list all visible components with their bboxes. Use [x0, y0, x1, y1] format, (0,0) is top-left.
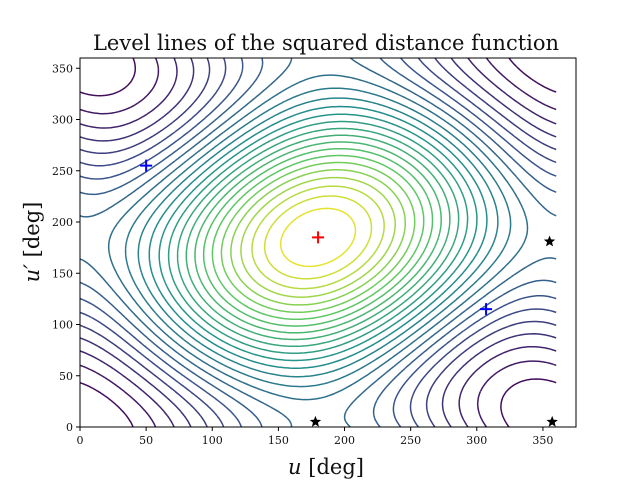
y-tick-label: 0: [66, 421, 73, 434]
contour-level-13: [148, 105, 488, 369]
contour-level-1: [80, 58, 557, 427]
contour-level-21: [220, 161, 416, 314]
contour-level-11: [124, 87, 512, 388]
y-tick-label: 200: [52, 216, 73, 229]
contour-level-9: [80, 58, 557, 427]
marker-saddle-bottom-center: [309, 415, 322, 427]
x-tick-label: 300: [466, 434, 487, 447]
y-tick-label: 300: [52, 114, 73, 127]
x-tick-label: 350: [532, 434, 553, 447]
x-tick-label: 200: [334, 434, 355, 447]
contour-level-26: [279, 207, 357, 268]
y-axis-label: u′ [deg]: [20, 202, 44, 283]
y-tick-label: 250: [52, 165, 73, 178]
contour-level-3: [80, 58, 557, 427]
contour-level-20: [211, 154, 425, 321]
y-tick-label: 350: [52, 62, 73, 75]
contour-level-16: [176, 127, 460, 348]
contour-level-7: [80, 58, 557, 427]
marker-layer: [140, 159, 558, 427]
contour-level-5: [80, 58, 557, 427]
marker-min-lower-right: [480, 303, 493, 316]
contour-level-8: [80, 58, 557, 427]
contour-level-12: [137, 97, 499, 378]
marker-saddle-right-mid: [543, 235, 556, 247]
chart-title: Level lines of the squared distance func…: [93, 31, 559, 55]
contour-level-14: [158, 113, 478, 362]
y-tick-label: 50: [59, 370, 73, 383]
contour-level-23: [240, 176, 396, 298]
x-tick-label: 50: [139, 434, 153, 447]
x-tick-label: 100: [202, 434, 223, 447]
y-tick-label: 100: [52, 319, 73, 332]
x-axis: 0 50 100 150 200 250 300 350: [77, 427, 553, 447]
contour-level-19: [202, 147, 434, 327]
contour-level-24: [251, 185, 385, 290]
contour-level-2: [80, 58, 557, 427]
marker-saddle-bottom-right: [546, 415, 558, 427]
marker-min-upper-left: [140, 159, 153, 172]
x-tick-label: 150: [268, 434, 289, 447]
contour-level-17: [185, 134, 451, 341]
x-tick-label: 250: [400, 434, 421, 447]
x-tick-label: 0: [77, 434, 84, 447]
plot-frame: [79, 57, 577, 428]
contour-lines: [80, 58, 557, 427]
y-axis: 0 50 100 150 200 250 300 350: [52, 62, 80, 434]
contour-level-25: [263, 195, 373, 280]
contour-level-18: [194, 141, 442, 334]
contour-level-10: [107, 74, 529, 401]
contour-level-22: [230, 169, 407, 306]
marker-max-center: [312, 231, 325, 244]
contour-level-6: [80, 58, 557, 427]
contour-level-4: [80, 58, 557, 427]
contour-level-15: [167, 120, 469, 354]
x-axis-label: u [deg]: [288, 455, 364, 479]
y-tick-label: 150: [52, 267, 73, 280]
